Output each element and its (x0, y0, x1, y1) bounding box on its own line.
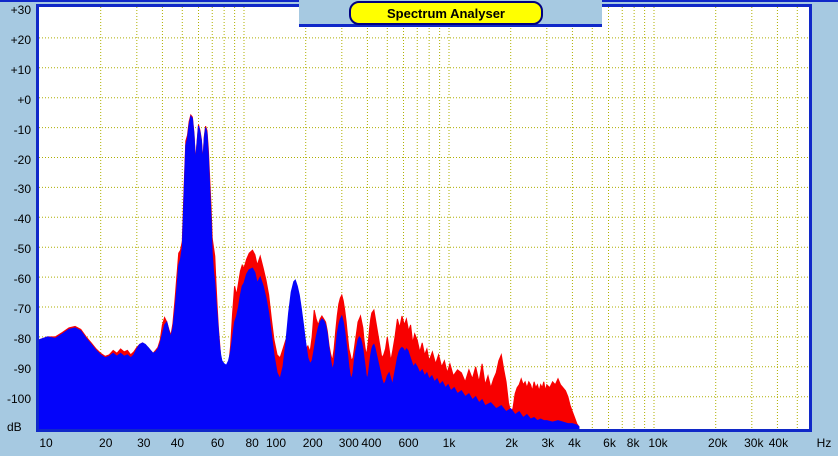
blue-trace (39, 114, 580, 429)
y-axis-label--30: -30 (13, 182, 31, 197)
x-axis-label-60: 60 (210, 436, 225, 450)
title-pill: Spectrum Analyser (349, 1, 543, 25)
db-unit-label: dB (7, 420, 22, 434)
window-title: Spectrum Analyser (386, 5, 505, 21)
hz-unit-label: Hz (816, 436, 832, 450)
x-axis-label-20k: 20k (708, 436, 728, 450)
x-axis-label-40k: 40k (768, 436, 789, 450)
x-axis-label-20: 20 (99, 436, 113, 450)
x-axis-label-40: 40 (170, 436, 185, 450)
plot-area (36, 4, 812, 432)
y-axis-label-+20: +20 (10, 32, 31, 47)
x-axis-label-600: 600 (398, 436, 419, 450)
x-axis-label-3k: 3k (541, 436, 555, 450)
y-axis-label--40: -40 (13, 212, 31, 227)
x-axis-label-6k: 6k (603, 436, 616, 450)
x-axis-label-200: 200 (302, 436, 323, 450)
spectrum-plot (39, 7, 809, 429)
x-axis-label-10: 10 (39, 436, 53, 450)
y-axis-label--60: -60 (13, 272, 31, 287)
y-axis-label--90: -90 (13, 361, 31, 376)
x-axis-label-10k: 10k (648, 436, 668, 450)
y-axis-label-+10: +10 (10, 62, 31, 77)
y-axis-label--20: -20 (13, 152, 31, 167)
x-axis-label-100: 100 (265, 436, 287, 450)
x-axis-label-30k: 30k (744, 436, 764, 450)
y-axis-label--70: -70 (13, 302, 31, 316)
x-axis-label-300: 300 (338, 436, 359, 450)
y-axis-label--50: -50 (13, 242, 31, 257)
y-axis-label-+0: +0 (17, 92, 31, 107)
x-axis-label-80: 80 (245, 436, 259, 450)
y-axis-label-+30: +30 (10, 3, 31, 17)
x-axis-label-30: 30 (137, 436, 151, 450)
x-axis-label-400: 400 (361, 436, 382, 450)
y-axis-label--10: -10 (13, 122, 31, 137)
y-axis-label--80: -80 (13, 331, 31, 346)
x-axis-label-1k: 1k (442, 436, 456, 450)
y-axis-label--100: -100 (6, 391, 31, 406)
x-axis-label-8k: 8k (626, 436, 640, 450)
x-axis-label-4k: 4k (568, 436, 581, 450)
x-axis-label-2k: 2k (505, 436, 519, 450)
